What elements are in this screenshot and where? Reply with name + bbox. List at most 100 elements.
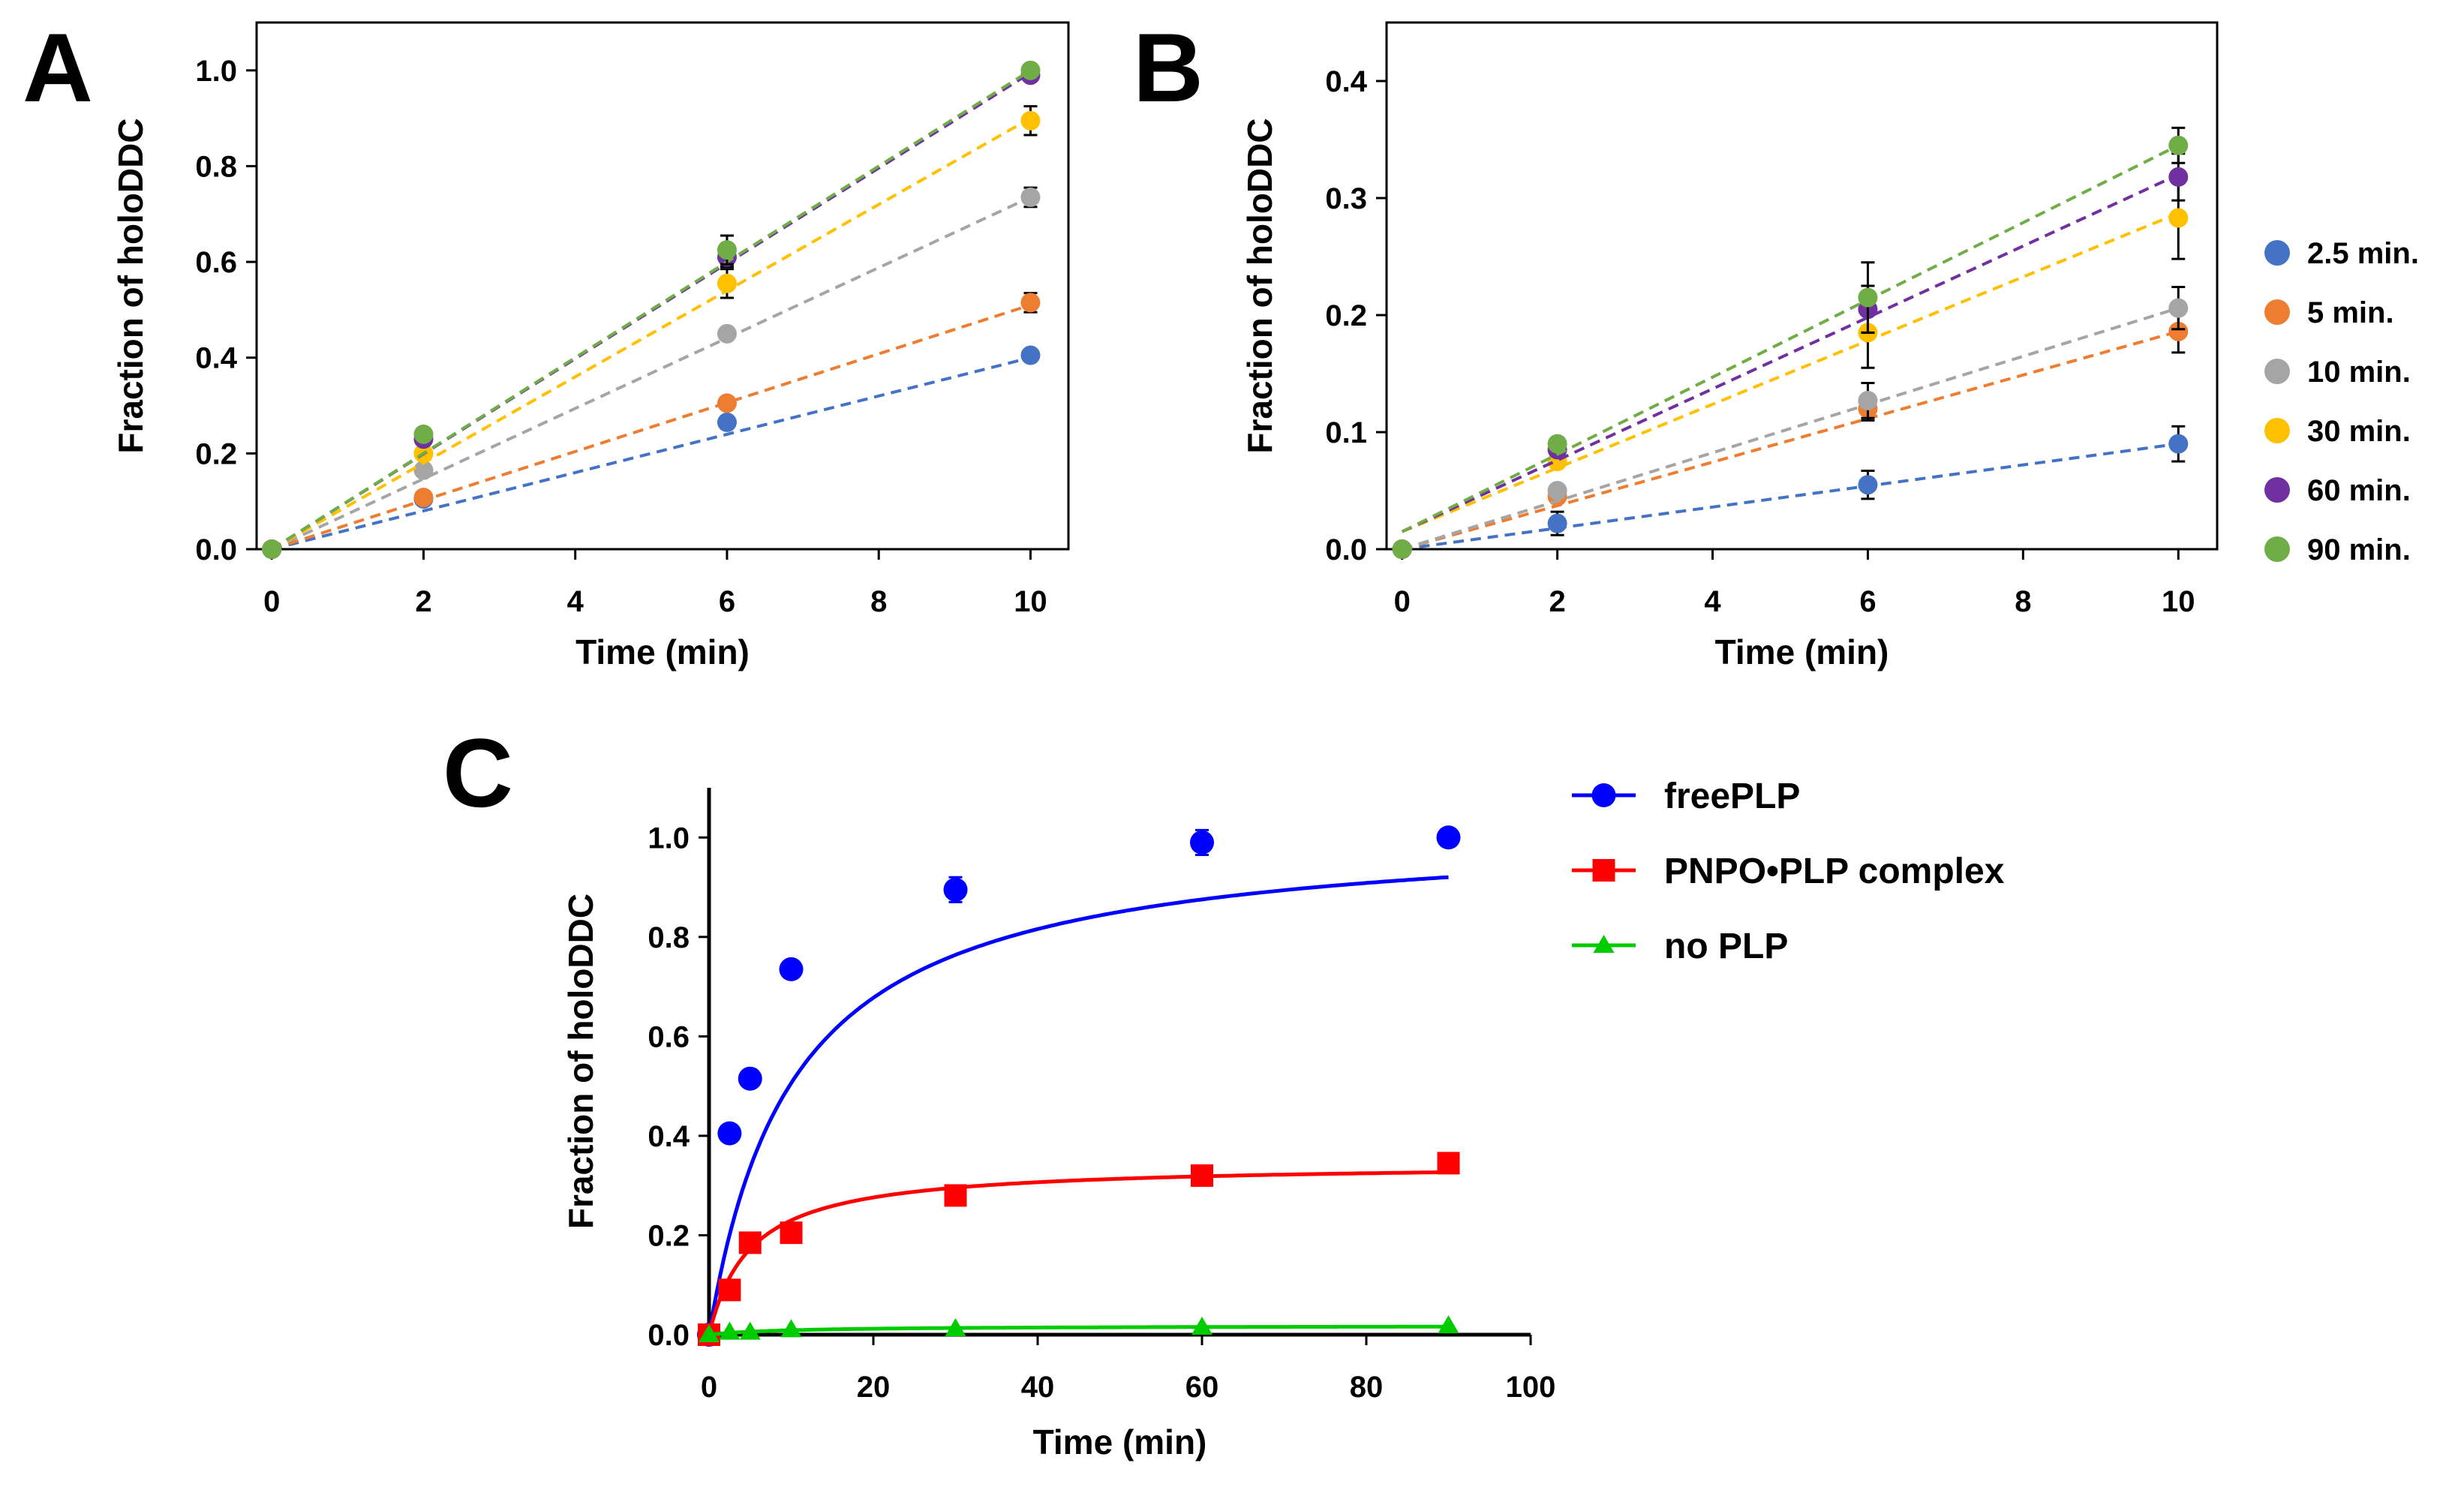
x-tick-label: 40	[1021, 1371, 1055, 1404]
data-point	[1191, 1317, 1212, 1335]
legend-marker	[1593, 935, 1615, 953]
y-tick-label: 0.1	[1325, 416, 1367, 449]
legend-label: 30 min.	[2307, 415, 2411, 448]
chart-panel-b: B 0 2 4 6 8 10 0.0 0.1 0.2 0.3 0.4 Time (min) Fractio…	[1133, 13, 2419, 671]
data-point	[1020, 187, 1041, 207]
x-tick-label: 60	[1185, 1371, 1219, 1404]
legend-label: 5 min.	[2307, 296, 2394, 329]
legend: freePLP PNPO•PLP complex no PLP	[1572, 777, 2005, 966]
data-point	[1547, 513, 1567, 533]
y-axis-label: Fraction of holoDDC	[111, 118, 150, 453]
data-point	[1020, 293, 1041, 313]
x-tick-label: 8	[2015, 585, 2031, 618]
data-point	[739, 1321, 761, 1340]
series-90-min	[262, 60, 1041, 559]
data-point	[1437, 1152, 1460, 1175]
series-60-min	[262, 65, 1041, 559]
data-point	[738, 1066, 762, 1091]
data-point	[717, 1121, 742, 1146]
series-60-min	[1392, 152, 2189, 559]
series-pnpo-plp-complex	[698, 1152, 1460, 1346]
series-2-5-min	[262, 345, 1041, 559]
x-tick-label: 6	[1859, 585, 1876, 618]
legend-marker	[1591, 783, 1616, 807]
data-point	[945, 1318, 966, 1337]
x-tick-label: 4	[1704, 585, 1721, 618]
legend-label: PNPO•PLP complex	[1664, 852, 2005, 891]
y-axis-label: Fraction of holoDDC	[1240, 118, 1279, 453]
panel-letter-b: B	[1133, 13, 1203, 122]
data-point	[717, 412, 737, 432]
y-tick-label: 0.4	[1325, 65, 1367, 98]
y-tick-label: 0.4	[648, 1120, 690, 1153]
x-axis-label: Time (min)	[1033, 1422, 1207, 1461]
legend-marker	[1592, 859, 1615, 882]
legend-marker	[2264, 299, 2290, 325]
series-30-min	[262, 105, 1041, 559]
data-point	[779, 957, 804, 981]
legend-marker	[2264, 536, 2290, 562]
series-10-min	[262, 186, 1041, 559]
data-point	[2168, 167, 2189, 187]
y-tick-label: 0.2	[1325, 299, 1367, 332]
data-point	[717, 273, 737, 293]
x-tick-label: 20	[857, 1371, 891, 1404]
legend-marker	[2264, 240, 2290, 266]
data-point	[1858, 287, 1878, 308]
y-tick-label: 0.6	[195, 246, 237, 279]
legend-label: no PLP	[1664, 927, 1788, 966]
x-tick-label: 6	[719, 585, 735, 618]
data-point	[1858, 390, 1878, 410]
series-90-min	[1392, 126, 2189, 559]
x-tick-label: 2	[415, 585, 431, 618]
data-point	[944, 1184, 967, 1207]
fit-line	[1401, 212, 2180, 533]
fit-line	[271, 71, 1032, 551]
data-point	[1020, 60, 1041, 80]
data-point	[943, 877, 968, 902]
data-point	[1392, 539, 1412, 559]
y-tick-label: 0.2	[648, 1219, 690, 1252]
fit-line	[271, 69, 1032, 551]
data-point	[738, 1231, 762, 1254]
x-tick-label: 0	[701, 1371, 717, 1404]
data-point	[1191, 1164, 1213, 1187]
legend-marker	[2264, 359, 2290, 384]
data-point	[2168, 135, 2189, 155]
x-tick-label: 2	[1549, 585, 1565, 618]
data-point	[780, 1221, 803, 1245]
panel-letter-a: A	[23, 13, 93, 122]
y-tick-label: 0.8	[648, 921, 690, 954]
legend-label: 60 min.	[2307, 474, 2411, 507]
data-point	[1020, 110, 1041, 131]
y-tick-label: 0.8	[195, 150, 237, 183]
x-axis-label: Time (min)	[1715, 632, 1889, 671]
y-tick-label: 0.3	[1325, 182, 1367, 215]
y-tick-label: 0.6	[648, 1020, 690, 1053]
fit-line	[271, 356, 1031, 551]
data-point	[1438, 1315, 1459, 1334]
legend-marker	[2264, 477, 2290, 503]
x-tick-label: 80	[1350, 1371, 1384, 1404]
x-tick-label: 0	[1394, 585, 1411, 618]
fit-line	[1402, 442, 2179, 551]
y-tick-label: 0.4	[195, 342, 237, 375]
legend-label: freePLP	[1664, 777, 1800, 816]
y-tick-label: 0.2	[195, 437, 237, 470]
data-point	[1436, 825, 1461, 850]
y-tick-label: 0.0	[195, 533, 237, 566]
x-tick-label: 10	[1014, 585, 1047, 618]
legend-label: 90 min.	[2307, 533, 2411, 566]
data-point	[2168, 208, 2189, 228]
data-point	[780, 1319, 802, 1338]
series-freeplp	[697, 825, 1461, 1347]
fit-line	[1401, 144, 2180, 533]
fit-curve	[707, 875, 1449, 1335]
x-tick-label: 0	[263, 585, 280, 618]
panel-letter-c: C	[443, 718, 513, 828]
fit-line	[271, 303, 1032, 551]
data-point	[718, 1278, 741, 1302]
data-point	[1547, 481, 1567, 500]
data-point	[717, 240, 737, 260]
